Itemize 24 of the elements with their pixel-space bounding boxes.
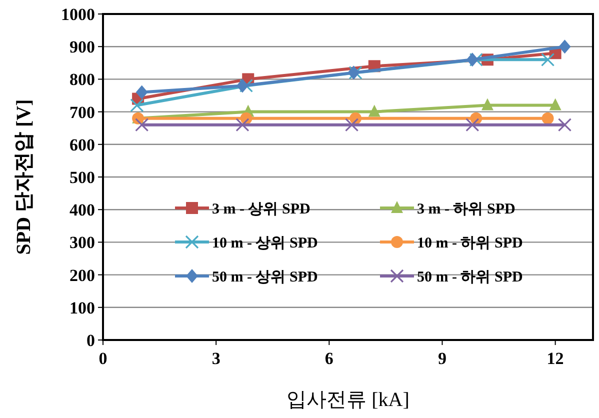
y-axis-title: SPD 단자전압 [V] xyxy=(13,99,35,255)
x-axis-title: 입사전류 [kA] xyxy=(286,389,410,411)
y-tick-label: 100 xyxy=(70,298,95,318)
legend-label: 50 m - 상위 SPD xyxy=(212,269,318,286)
x-tick-label: 0 xyxy=(98,349,108,368)
y-tick-label: 600 xyxy=(70,135,95,154)
x-tick-label: 6 xyxy=(324,349,334,368)
legend-label: 3 m - 상위 SPD xyxy=(212,201,310,218)
y-tick-label: 300 xyxy=(70,233,95,252)
legend-label: 3 m - 하위 SPD xyxy=(417,201,516,218)
y-tick-label: 0 xyxy=(86,330,95,350)
x-tick-label: 3 xyxy=(212,349,220,368)
y-tick-label: 900 xyxy=(70,38,95,57)
x-tick-label: 9 xyxy=(438,349,446,368)
legend-label: 10 m - 하위 SPD xyxy=(417,235,523,252)
y-tick-label: 800 xyxy=(70,70,95,90)
y-tick-label: 700 xyxy=(70,102,95,122)
x-tick-label: 12 xyxy=(546,349,564,368)
legend-label: 50 m - 하위 SPD xyxy=(417,269,523,286)
y-tick-label: 500 xyxy=(70,168,95,187)
y-tick-label: 400 xyxy=(70,200,95,220)
y-tick-label: 1000 xyxy=(61,4,95,24)
y-tick-label: 200 xyxy=(70,266,95,285)
legend-label: 10 m - 상위 SPD xyxy=(212,235,318,252)
